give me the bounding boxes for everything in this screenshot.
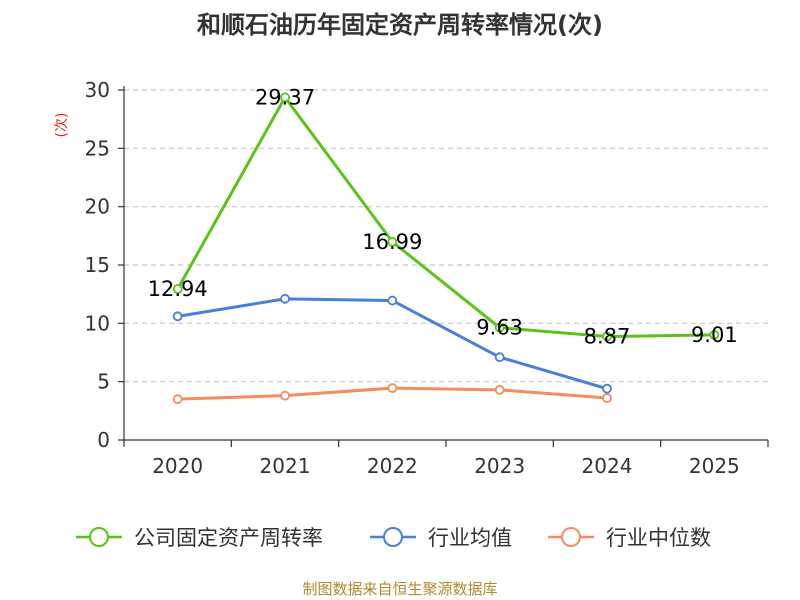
grid-lines [124,89,768,383]
data-point [709,329,720,340]
legend-label: 行业中位数 [606,526,711,550]
legend-marker [561,527,581,547]
series-line-0 [176,95,715,339]
y-tick-label: 10 [85,311,110,335]
data-point [280,293,290,304]
legend-marker [89,527,109,547]
y-tick-label: 5 [97,370,110,394]
data-point [494,352,505,363]
data-label: 29.37 [255,85,315,109]
x-tick-label: 2020 [152,454,203,478]
data-point [172,284,183,294]
data-point [387,295,398,306]
data-point [172,311,183,322]
data-point [602,331,612,342]
legend: 公司固定资产周转率 行业均值 行业中位数 [76,526,711,550]
data-point [602,393,612,403]
data-point [602,383,612,394]
data-label: 12.94 [148,277,208,301]
series-line-1 [177,297,608,391]
y-tick-label: 30 [85,78,110,102]
data-point [387,383,398,393]
x-tick-label: 2024 [582,454,633,478]
data-label: 9.63 [476,316,523,340]
data-labels: 12.94 29.37 16.99 9.63 8.87 9.01 [148,85,738,348]
data-label: 9.01 [691,323,738,347]
legend-marker [383,527,403,547]
data-point [494,384,505,395]
y-axis-label: (次) [54,113,70,138]
data-point [280,92,290,103]
data-point [387,236,398,247]
data-point [494,322,505,333]
y-tick-label: 25 [85,136,110,160]
data-label: 8.87 [584,325,631,349]
data-label: 16.99 [362,230,422,254]
source-note: 制图数据来自恒生聚源数据库 [302,580,497,598]
data-point [172,394,183,405]
series-layer [172,92,720,405]
legend-label: 公司固定资产周转率 [134,526,323,550]
data-point [280,390,290,401]
y-tick-label: 20 [85,195,110,219]
chart-title: 和顺石油历年固定资产周转率情况(次) [197,11,603,39]
x-tick-label: 2025 [689,454,740,478]
x-tick-label: 2023 [474,454,525,478]
y-tick-label: 0 [97,428,110,452]
y-tick-label: 15 [85,253,110,277]
x-tick-label: 2021 [260,454,311,478]
legend-label: 行业均值 [428,526,512,550]
x-tick-label: 2022 [367,454,418,478]
